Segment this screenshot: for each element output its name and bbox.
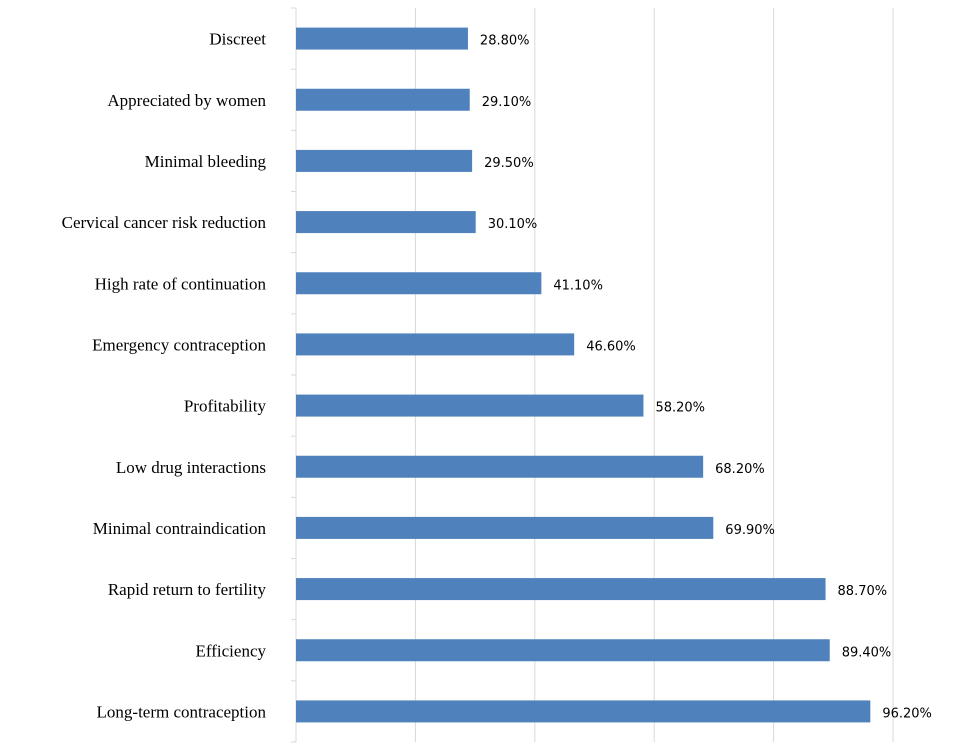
bar — [296, 516, 714, 539]
bar — [296, 639, 830, 662]
bar — [296, 272, 542, 295]
data-label: 58.20% — [655, 401, 705, 416]
data-label: 46.60% — [586, 339, 636, 354]
data-label: 29.10% — [482, 95, 532, 110]
data-label: 41.10% — [553, 278, 603, 293]
data-label: 29.50% — [484, 156, 534, 171]
category-label: Rapid return to fertility — [108, 580, 267, 599]
bar — [296, 211, 476, 234]
data-label: 28.80% — [480, 34, 530, 49]
labels: Discreet 28.80% Appreciated by women 29.10%… — [62, 30, 932, 722]
category-label: Minimal contraindication — [93, 519, 267, 538]
bar — [296, 27, 468, 50]
data-label: 69.90% — [725, 523, 775, 538]
category-label: Efficiency — [196, 641, 267, 660]
bar — [296, 149, 473, 172]
bar — [296, 394, 644, 417]
data-label: 88.70% — [838, 584, 888, 599]
category-label: Discreet — [209, 30, 266, 49]
bars — [296, 27, 871, 723]
bar — [296, 455, 704, 478]
data-label: 30.10% — [488, 217, 538, 232]
bar — [296, 578, 826, 601]
data-label: 96.20% — [882, 706, 932, 721]
gridlines — [414, 8, 894, 742]
data-label: 89.40% — [842, 645, 892, 660]
category-label: High rate of continuation — [95, 274, 267, 293]
category-label: Minimal bleeding — [145, 152, 267, 171]
category-axis — [291, 7, 297, 743]
category-label: Cervical cancer risk reduction — [62, 213, 267, 232]
category-label: Emergency contraception — [92, 335, 266, 354]
category-label: Long-term contraception — [97, 702, 267, 721]
category-label: Low drug interactions — [116, 458, 266, 477]
bar — [296, 88, 470, 111]
category-label: Profitability — [184, 397, 267, 416]
category-label: Appreciated by women — [107, 91, 266, 110]
data-label: 68.20% — [715, 462, 765, 477]
bar — [296, 333, 575, 356]
bar — [296, 700, 871, 723]
